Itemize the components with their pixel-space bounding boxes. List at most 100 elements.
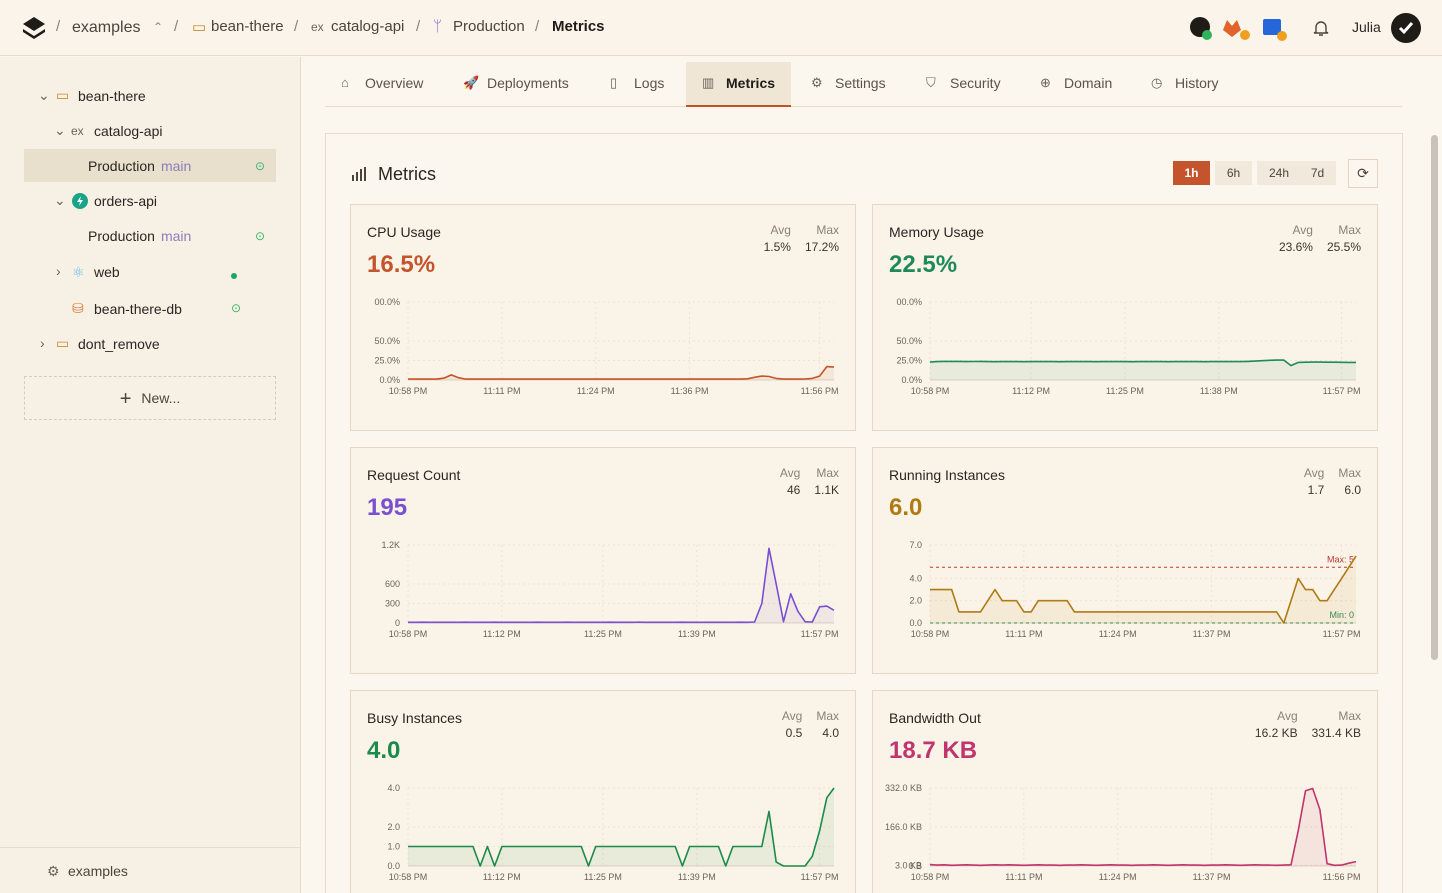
tree-item[interactable]: catalog-api	[94, 123, 163, 139]
tab[interactable]: ⌂ Overview	[325, 62, 439, 107]
stat: Avg 23.6%	[1279, 223, 1313, 254]
y-tick-label: 332.0 KB	[885, 783, 922, 793]
user-name[interactable]: Julia	[1352, 19, 1381, 35]
x-tick-label: 11:12 PM	[483, 872, 521, 882]
range-button[interactable]: 1h	[1173, 161, 1210, 185]
tab-label: Metrics	[726, 75, 776, 91]
line	[930, 555, 1357, 624]
x-tick-label: 11:56 PM	[801, 386, 839, 396]
metric-card: 0 300 600 1.2K 10:58 PM 11:12 PM 11:25 PM 11:39…	[350, 447, 856, 674]
x-tick-label: 11:25 PM	[584, 629, 622, 639]
x-tick-label: 11:57 PM	[801, 872, 839, 882]
notifications[interactable]	[1312, 19, 1330, 37]
tab-label: Overview	[365, 75, 424, 91]
stat-value: 1.1K	[814, 483, 839, 497]
x-tick-label: 11:56 PM	[1323, 872, 1361, 882]
tree-item[interactable]: dont_remove	[78, 336, 160, 352]
tab[interactable]: ◷ History	[1135, 62, 1235, 107]
range-button[interactable]: 24h	[1257, 161, 1301, 185]
current-value: 22.5%	[889, 251, 958, 278]
metric-chart: 0 B3.0 KB 166.0 KB 332.0 KB 10:58 PM 11:11 P…	[885, 783, 1361, 882]
y-tick-label: 25.0%	[374, 356, 400, 366]
avatar[interactable]	[1391, 13, 1421, 43]
new-label: New...	[141, 390, 181, 406]
env-name: Production	[88, 158, 155, 174]
y-tick-label: 00.0%	[896, 297, 922, 307]
metrics-icon	[352, 167, 366, 181]
stat-value: 6.0	[1344, 483, 1361, 497]
selected-row	[24, 149, 276, 182]
stat: Max 6.0	[1338, 466, 1361, 497]
y-tick-label: 0.0%	[901, 375, 922, 385]
stat-label: Avg	[779, 466, 801, 480]
tree-item[interactable]: bean-there-db	[94, 301, 182, 317]
stat-label: Avg	[1303, 466, 1325, 480]
env-name: Production	[88, 228, 155, 244]
breadcrumb-item[interactable]: Production	[453, 18, 525, 35]
y-tick-label: 4.0	[909, 573, 922, 583]
x-tick-label: 10:58 PM	[389, 629, 428, 639]
metric-card: 0.0 2.0 4.0 7.0 10:58 PM 11:11 PM 11:24 PM 11:3…	[872, 447, 1378, 674]
stat-label: Max	[1338, 709, 1361, 723]
tab-icon: ⊕	[1040, 75, 1051, 90]
area	[930, 788, 1356, 866]
y-tick-label: 3.0 KB	[895, 860, 922, 870]
line	[408, 365, 835, 380]
new-button[interactable]: + New...	[24, 376, 276, 420]
range-button[interactable]: 7d	[1299, 161, 1336, 185]
y-tick-label: 00.0%	[374, 297, 400, 307]
tab[interactable]: ▥ Metrics	[686, 62, 792, 107]
y-tick-label: 50.0%	[896, 336, 922, 346]
tree-item[interactable]: bean-there	[78, 88, 146, 104]
x-tick-label: 11:57 PM	[1323, 386, 1361, 396]
x-tick-label: 11:12 PM	[1012, 386, 1050, 396]
tab[interactable]: ⚙ Settings	[795, 62, 902, 107]
tree-item[interactable]: orders-api	[94, 193, 158, 209]
card-title: Memory Usage	[889, 224, 984, 240]
x-tick-label: 11:37 PM	[1193, 629, 1231, 639]
tab[interactable]: 🚀 Deployments	[447, 62, 585, 107]
stats: Avg 1.5% Max 17.2%	[764, 223, 839, 254]
tab[interactable]: ⛉ Security	[910, 62, 1017, 107]
tree-item[interactable]: Production main	[88, 226, 191, 246]
area	[408, 788, 834, 866]
tab[interactable]: ⊕ Domain	[1024, 62, 1128, 107]
area	[408, 548, 834, 623]
area	[930, 360, 1356, 380]
breadcrumb-item[interactable]: catalog-api	[331, 18, 405, 35]
stat: Max 4.0	[816, 709, 839, 740]
stat-label: Max	[1338, 223, 1361, 237]
area	[930, 556, 1356, 623]
tree-item[interactable]: web	[94, 264, 120, 280]
stats: Avg 0.5 Max 4.0	[782, 709, 839, 740]
metric-card: 0.0% 25.0% 50.0% 00.0% 10:58 PM 11:11 PM 11:24…	[350, 204, 856, 431]
y-tick-label: 7.0	[909, 540, 922, 550]
breadcrumb-item[interactable]: examples	[72, 19, 141, 36]
y-tick-label: 300	[385, 599, 400, 609]
metric-chart: 0.0% 25.0% 50.0% 00.0% 10:58 PM 11:12 PM 11:25…	[896, 297, 1361, 396]
breadcrumb-item[interactable]: bean-there	[211, 18, 284, 35]
x-tick-label: 11:37 PM	[1193, 872, 1231, 882]
stat: Max 331.4 KB	[1312, 709, 1361, 740]
x-tick-label: 11:12 PM	[483, 629, 521, 639]
x-tick-label: 11:39 PM	[678, 629, 716, 639]
service-icon	[72, 193, 88, 209]
x-tick-label: 11:57 PM	[1323, 629, 1361, 639]
tree-item[interactable]: Production main	[88, 156, 191, 176]
breadcrumb-item: Metrics	[552, 18, 605, 35]
card-title: Busy Instances	[367, 710, 462, 726]
range-button[interactable]: 6h	[1215, 161, 1252, 185]
line	[408, 787, 835, 867]
tab-label: History	[1175, 75, 1219, 91]
footer-org[interactable]: examples	[68, 863, 128, 879]
y-tick-label: 50.0%	[374, 336, 400, 346]
tab-label: Deployments	[487, 75, 569, 91]
stat: Avg 46	[780, 466, 800, 497]
y-tick-label: 4.0	[387, 783, 400, 793]
y-tick-label: 600	[385, 579, 400, 589]
card-title: Request Count	[367, 467, 461, 483]
refresh-button[interactable]: ⟳	[1348, 159, 1378, 188]
tab[interactable]: ▯ Logs	[594, 62, 680, 107]
branch: main	[160, 228, 192, 244]
stat-label: Max	[816, 709, 839, 723]
